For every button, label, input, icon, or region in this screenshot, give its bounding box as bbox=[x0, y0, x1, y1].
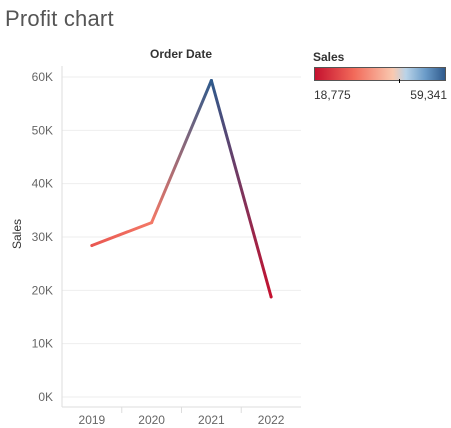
color-legend-min-label: 18,775 bbox=[314, 88, 351, 102]
y-tick-label: 10K bbox=[32, 337, 53, 351]
color-legend-title: Sales bbox=[313, 50, 345, 64]
x-tick-label: 2019 bbox=[79, 413, 106, 427]
line-segment bbox=[150, 79, 213, 225]
gridlines bbox=[62, 76, 301, 398]
data-point[interactable] bbox=[209, 79, 213, 83]
color-legend-max-label: 59,341 bbox=[410, 88, 447, 102]
data-point[interactable] bbox=[269, 295, 273, 299]
x-tick-labels: 2019 2020 2021 2022 bbox=[79, 413, 285, 427]
y-tick-label: 50K bbox=[32, 123, 53, 137]
y-tick-label: 30K bbox=[32, 230, 53, 244]
chart-title: Profit chart bbox=[5, 6, 114, 31]
y-tick-label: 60K bbox=[32, 70, 53, 84]
y-axis-label: Sales bbox=[10, 219, 24, 249]
y-tick-labels: 0K 10K 20K 30K 40K 50K 60K bbox=[32, 70, 53, 404]
x-tick-label: 2022 bbox=[258, 413, 285, 427]
color-legend-gradient bbox=[314, 67, 446, 81]
y-tick-label: 0K bbox=[38, 390, 53, 404]
x-tick-label: 2021 bbox=[198, 413, 225, 427]
axes bbox=[61, 66, 301, 413]
line-segment bbox=[90, 221, 154, 248]
color-legend-center-tick bbox=[399, 79, 401, 83]
data-point[interactable] bbox=[150, 221, 154, 225]
x-tick-label: 2020 bbox=[138, 413, 165, 427]
y-tick-label: 20K bbox=[32, 283, 53, 297]
sales-line bbox=[90, 79, 273, 299]
data-point[interactable] bbox=[90, 244, 94, 248]
x-axis-header: Order Date bbox=[150, 47, 212, 61]
y-tick-label: 40K bbox=[32, 177, 53, 191]
line-segment bbox=[209, 79, 273, 299]
